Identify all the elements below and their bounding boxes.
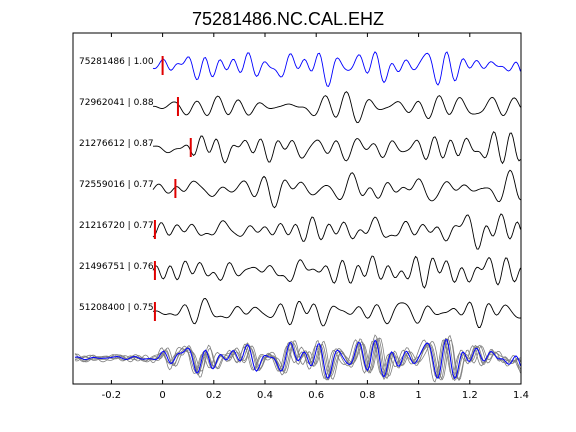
x-tick-label: 0.4 — [257, 390, 273, 401]
trace-row: 72559016 | 0.77 — [79, 169, 521, 209]
x-tick-label: 0.6 — [308, 390, 324, 401]
trace-label: 51208400 | 0.75 — [79, 303, 154, 313]
trace-line — [153, 131, 521, 165]
trace-label: 72559016 | 0.77 — [79, 180, 154, 190]
x-tick-label: -0.2 — [102, 390, 122, 401]
x-tick-label: 1.2 — [462, 390, 478, 401]
trace-label: 21496751 | 0.76 — [79, 262, 154, 272]
reference-trace-line — [152, 51, 521, 87]
plot-frame — [72, 32, 522, 385]
x-tick-label: 0.8 — [359, 390, 375, 401]
trace-line — [152, 213, 521, 250]
stack-trace-line — [74, 339, 521, 383]
trace-label: 21276612 | 0.87 — [79, 139, 154, 149]
x-tick-label: 1.4 — [513, 390, 529, 401]
x-tick-label: 0 — [159, 390, 165, 401]
trace-row: 75281486 | 1.00 — [79, 51, 521, 87]
trace-line — [153, 91, 521, 124]
stack-trace-line — [74, 337, 521, 382]
trace-line — [152, 298, 521, 328]
trace-label: 21216720 | 0.77 — [79, 221, 154, 231]
trace-label: 72962041 | 0.88 — [79, 98, 154, 108]
trace-line — [152, 255, 521, 289]
stack-overlay — [74, 334, 521, 383]
trace-line — [152, 169, 521, 209]
trace-label: 75281486 | 1.00 — [79, 57, 154, 67]
trace-row: 21216720 | 0.77 — [79, 213, 521, 250]
chart-title: 75281486.NC.CAL.EHZ — [192, 9, 384, 29]
trace-row: 51208400 | 0.75 — [79, 298, 521, 328]
x-tick-label: 1 — [415, 390, 421, 401]
trace-row: 21276612 | 0.87 — [79, 131, 521, 165]
trace-row: 72962041 | 0.88 — [79, 91, 521, 124]
x-tick-label: 0.2 — [206, 390, 222, 401]
x-axis: -0.2 0 0.2 0.4 0.6 0.8 1 1.2 1.4 — [102, 33, 529, 401]
stack-reference-line — [74, 339, 521, 380]
trace-row: 21496751 | 0.76 — [79, 255, 521, 289]
traces-layer: 75281486 | 1.00 72962041 | 0.88 21276612 |… — [79, 51, 521, 328]
